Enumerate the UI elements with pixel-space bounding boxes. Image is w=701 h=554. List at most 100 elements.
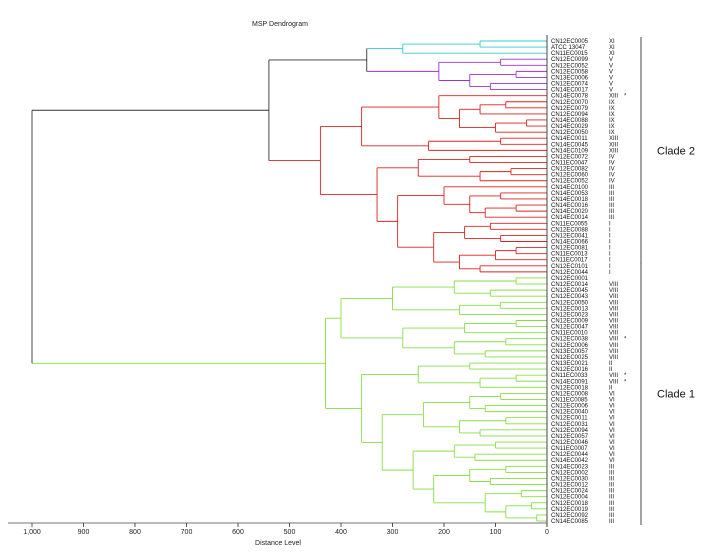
leaf-type-label: IV — [609, 161, 615, 167]
leaf-type-label: III — [609, 501, 614, 507]
leaf-type-label: VIII — [609, 379, 618, 385]
leaf-label: CN12EC0058 — [551, 69, 589, 75]
leaf-label: CN12EC0041 — [551, 233, 589, 239]
leaf-type-label: IX — [609, 118, 615, 124]
leaf-label: CN14EC0014 — [551, 215, 589, 221]
leaf-type-label: VIII — [609, 282, 618, 288]
x-tick-label: 100 — [490, 529, 502, 536]
leaf-type-label: I — [609, 233, 611, 239]
leaf-type-label: IX — [609, 112, 615, 118]
x-tick-label: 800 — [129, 529, 141, 536]
leaf-type-label: VIII — [609, 288, 618, 294]
x-tick-label: 300 — [387, 529, 399, 536]
leaf-label: CN12EC0079 — [551, 106, 589, 112]
leaf-label: CN11EC0017 — [551, 258, 588, 264]
leaf-label: CN11EC0047 — [551, 161, 588, 167]
leaf-label: CN12EC0088 — [551, 227, 589, 233]
leaf-label: CN12EC0024 — [551, 489, 589, 495]
leaf-label: CN12EC0005 — [551, 39, 589, 45]
leaf-label: CN12EC0009 — [551, 318, 589, 324]
dendrogram-branches — [31, 35, 548, 527]
leaf-type-label: XI — [609, 39, 615, 45]
leaf-label: CN14EC0042 — [551, 458, 589, 464]
leaf-label: CN12EC0092 — [551, 513, 589, 519]
leaf-label: CN12EC0082 — [551, 167, 589, 173]
leaf-type-label: V — [609, 82, 613, 88]
leaf-label: CN12EC0018 — [551, 501, 589, 507]
clade-label: Clade 1 — [657, 388, 695, 400]
leaf-type-label: VIII — [609, 343, 618, 349]
leaf-type-label: VIII — [609, 337, 618, 343]
leaf-label: CN12EC0094 — [551, 428, 589, 434]
leaf-label: CN12EC0006 — [551, 404, 589, 410]
leaf-type-label: III — [609, 507, 614, 513]
leaf-label: CN12EC0013 — [551, 306, 589, 312]
leaf-type-label: VIII — [609, 294, 618, 300]
leaf-type-label: III — [609, 464, 614, 470]
leaf-label: CN12EC0094 — [551, 112, 589, 118]
leaf-type-label: VIII — [609, 312, 618, 318]
leaf-type-label: III — [609, 483, 614, 489]
leaf-label: CN12EC0044 — [551, 270, 589, 276]
leaf-type-label: XI — [609, 51, 615, 57]
leaf-star-marker: * — [624, 379, 627, 385]
leaf-type-label: V — [609, 69, 613, 75]
leaf-type-label: III — [609, 495, 614, 501]
leaf-type-label: V — [609, 75, 613, 81]
leaf-type-label: III — [609, 513, 614, 519]
leaf-label: CN12EC0074 — [551, 82, 589, 88]
leaf-label: CN12EC0001 — [551, 276, 589, 282]
x-tick-label: 500 — [284, 529, 296, 536]
leaf-type-label: II — [609, 385, 613, 391]
leaf-type-label: VIII — [609, 325, 618, 331]
x-tick-label: 600 — [232, 529, 244, 536]
leaf-label: CN14EC0109 — [551, 148, 589, 154]
leaf-label: CN12EC0011 — [551, 416, 588, 422]
leaf-label: CN12EC0050 — [551, 130, 589, 136]
leaf-type-label: V — [609, 88, 613, 94]
leaf-label: CN13EC0057 — [551, 349, 589, 355]
leaf-label: CN12EC0046 — [551, 440, 589, 446]
leaf-label: CN12EC0050 — [551, 300, 589, 306]
leaf-type-label: I — [609, 246, 611, 252]
leaf-label: CN14EC0020 — [551, 209, 589, 215]
leaf-type-label: XI — [609, 45, 615, 51]
leaf-type-label: XIII — [609, 148, 618, 154]
leaf-type-label: VIII — [609, 355, 618, 361]
leaf-label: CN14EC0091 — [551, 379, 589, 385]
leaf-label: CN14EC0085 — [551, 519, 589, 525]
leaf-type-label: III — [609, 209, 614, 215]
leaf-label: CN12EC0060 — [551, 173, 589, 179]
leaf-label: CN14EC0078 — [551, 94, 589, 100]
leaf-label: CN12EC0044 — [551, 452, 589, 458]
leaf-type-label: IV — [609, 173, 615, 179]
leaf-type-label: VI — [609, 416, 615, 422]
leaf-label: CN12EC0004 — [551, 495, 589, 501]
leaf-type-label: VI — [609, 440, 615, 446]
leaf-type-label: VIII — [609, 373, 618, 379]
x-axis: 1,000 900 800 700 600 500 400 300 200 100 0 — [8, 522, 549, 536]
leaf-label: CN12EC0014 — [551, 282, 589, 288]
leaf-type-label: IV — [609, 167, 615, 173]
leaf-star-marker: * — [624, 373, 627, 379]
leaf-label: CN14EC0100 — [551, 185, 589, 191]
leaf-type-label: VIII — [609, 349, 618, 355]
clade-brackets: Clade 2 Clade 1 — [640, 37, 695, 525]
leaf-type-label: IX — [609, 130, 615, 136]
leaf-star-marker: * — [624, 94, 627, 100]
leaf-type-label: V — [609, 63, 613, 69]
leaf-label: CN12EC0018 — [551, 385, 589, 391]
leaf-label: CN12EC0070 — [551, 100, 589, 106]
leaf-type-label: IV — [609, 179, 615, 185]
leaf-label: CN14EC0088 — [551, 118, 589, 124]
leaf-label: CN12EC0002 — [551, 470, 589, 476]
leaf-label: CN14EC0066 — [551, 240, 589, 246]
leaf-type-label: IX — [609, 100, 615, 106]
leaf-type-label: I — [609, 270, 611, 276]
leaf-type-label: V — [609, 57, 613, 63]
leaf-type-label: III — [609, 489, 614, 495]
leaf-label: CN12EC0043 — [551, 294, 589, 300]
leaf-type-label: III — [609, 203, 614, 209]
leaf-label: CN11EC0015 — [551, 51, 588, 57]
